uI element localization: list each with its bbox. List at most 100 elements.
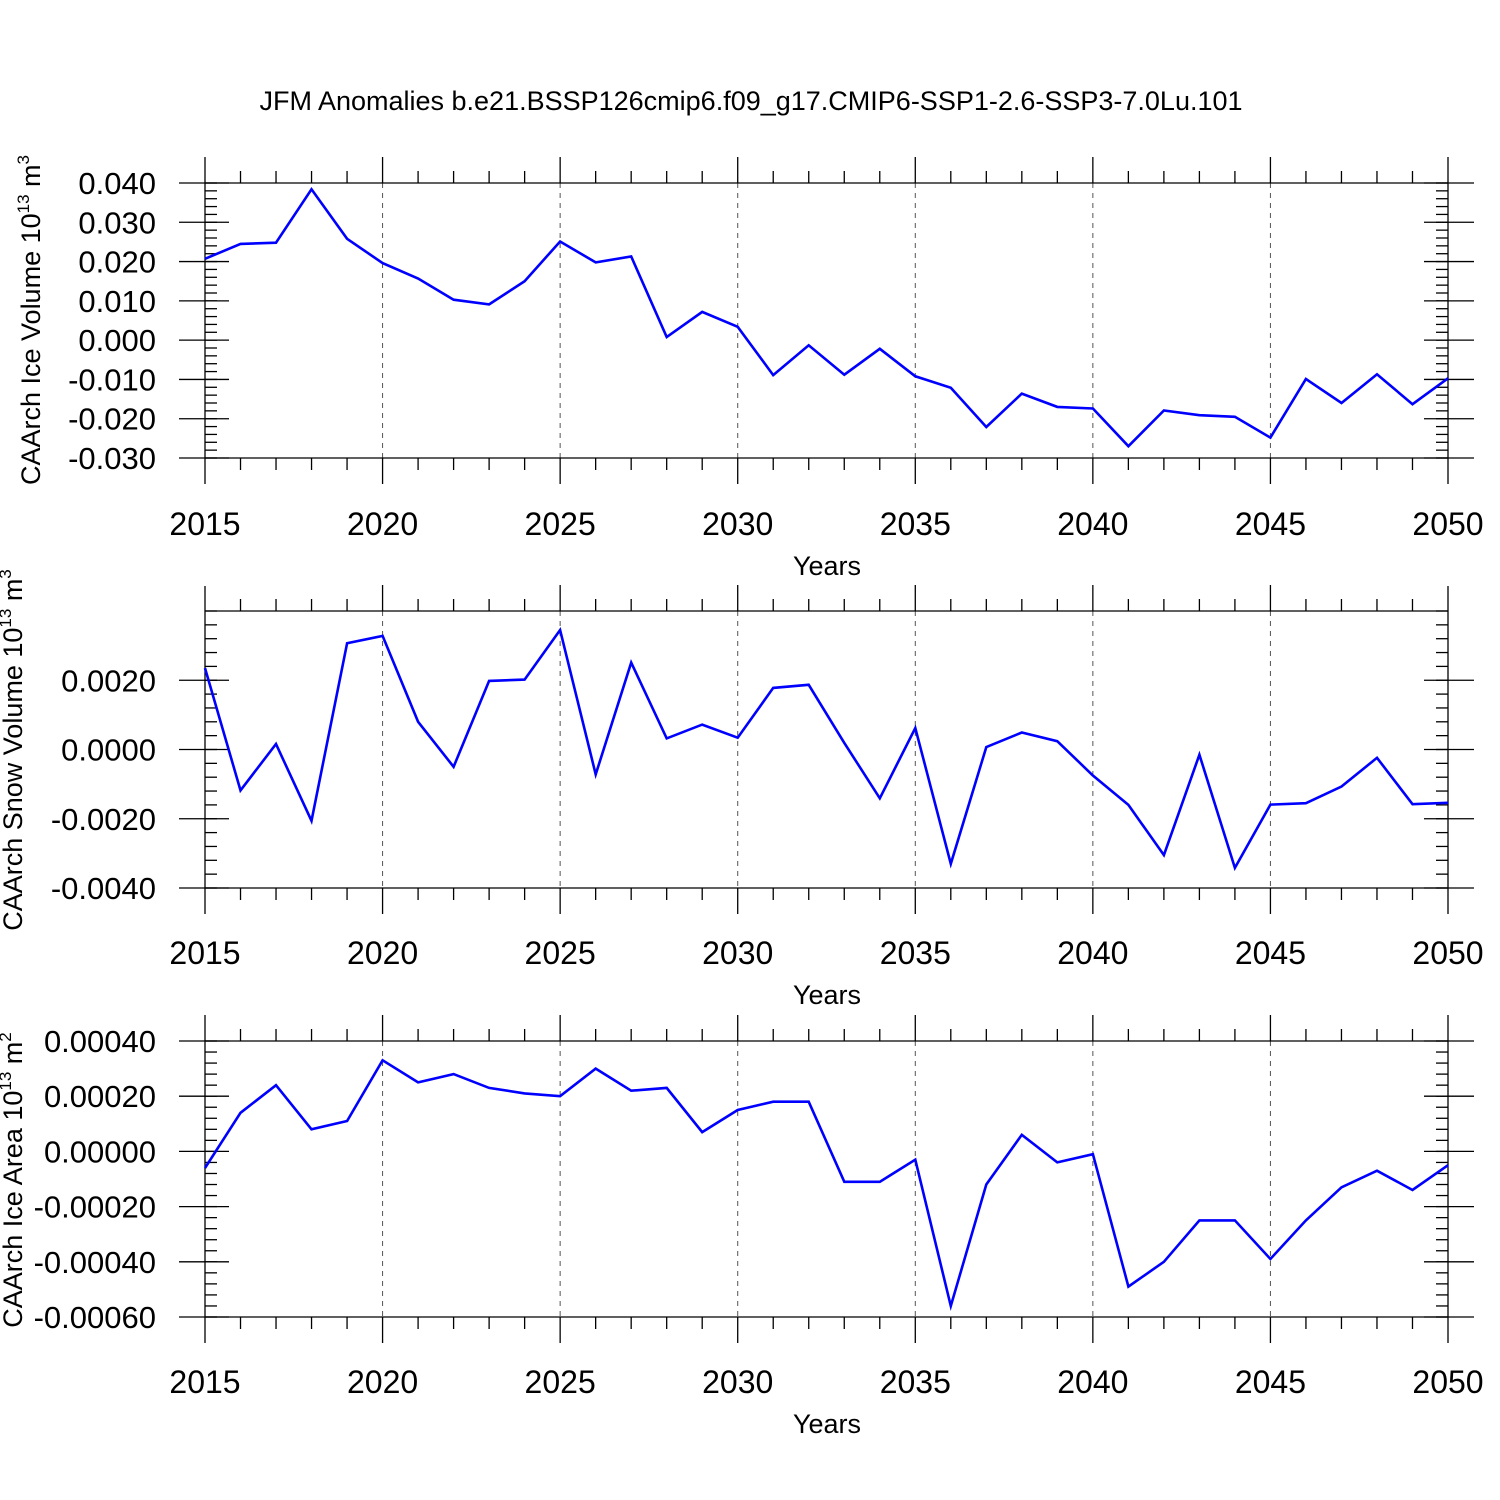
data-point <box>701 311 703 313</box>
data-point <box>417 1081 419 1083</box>
data-point <box>239 1112 241 1114</box>
data-point <box>1447 802 1449 804</box>
x-tick-label: 2035 <box>880 506 951 542</box>
data-point <box>1305 378 1307 380</box>
data-point <box>346 238 348 240</box>
data-point <box>879 797 881 799</box>
data-point <box>950 1305 952 1307</box>
data-point <box>1092 1153 1094 1155</box>
data-point <box>879 348 881 350</box>
y-axis-label: CAArch Ice Area 1013 m2 <box>0 1032 28 1328</box>
data-point <box>1021 392 1023 394</box>
data-point <box>275 1084 277 1086</box>
y-tick-label: -0.00040 <box>34 1245 156 1280</box>
x-tick-label: 2035 <box>880 1364 951 1400</box>
data-point <box>1340 785 1342 787</box>
data-point <box>1234 867 1236 869</box>
data-point <box>1056 1161 1058 1163</box>
data-point <box>665 737 667 739</box>
data-point <box>559 1095 561 1097</box>
data-point <box>1163 1261 1165 1263</box>
data-point <box>737 1109 739 1111</box>
data-point <box>1269 1258 1271 1260</box>
data-point <box>1056 740 1058 742</box>
data-point <box>950 386 952 388</box>
data-point <box>772 1101 774 1103</box>
data-point <box>204 667 206 669</box>
data-point <box>239 243 241 245</box>
data-point <box>808 1101 810 1103</box>
data-point <box>1447 1164 1449 1166</box>
data-point <box>630 661 632 663</box>
y-tick-label: -0.010 <box>68 362 156 397</box>
data-point <box>1127 1285 1129 1287</box>
data-point <box>204 1167 206 1169</box>
data-point <box>275 242 277 244</box>
data-point <box>488 303 490 305</box>
data-point <box>310 820 312 822</box>
data-point <box>1021 731 1023 733</box>
data-point <box>1376 1170 1378 1172</box>
data-point <box>985 426 987 428</box>
data-point <box>1340 402 1342 404</box>
x-tick-label: 2020 <box>347 1364 418 1400</box>
data-point <box>346 1120 348 1122</box>
data-point <box>310 1128 312 1130</box>
series-line <box>204 187 1449 449</box>
x-tick-label: 2050 <box>1412 935 1483 971</box>
x-tick-label: 2030 <box>702 935 773 971</box>
data-point <box>452 766 454 768</box>
data-point <box>1376 757 1378 759</box>
x-tick-label: 2020 <box>347 506 418 542</box>
data-point <box>523 1092 525 1094</box>
panels: 0.040 0.030 0.020 0.010 0.000 -0.010 -0.020 -0.… <box>0 155 1484 1439</box>
data-point <box>808 684 810 686</box>
data-point <box>665 336 667 338</box>
y-tick-label: 0.00020 <box>44 1079 156 1114</box>
data-point <box>1092 774 1094 776</box>
x-tick-label: 2030 <box>702 506 773 542</box>
y-tick-label: 0.000 <box>78 323 156 358</box>
data-point <box>381 635 383 637</box>
data-point <box>594 1067 596 1069</box>
data-point <box>1198 1219 1200 1221</box>
data-point <box>523 280 525 282</box>
x-tick-label: 2050 <box>1412 506 1483 542</box>
data-point <box>1056 406 1058 408</box>
data-point <box>1198 414 1200 416</box>
data-point <box>985 746 987 748</box>
y-tick-label: 0.010 <box>78 284 156 319</box>
y-tick-label: 0.0000 <box>61 733 156 768</box>
y-tick-label: 0.00000 <box>44 1134 156 1169</box>
data-point <box>346 642 348 644</box>
series-line <box>203 1058 1449 1312</box>
y-tick-label: 0.030 <box>78 205 156 240</box>
x-tick-label: 2015 <box>169 935 240 971</box>
data-point <box>594 773 596 775</box>
x-tick-label: 2025 <box>525 935 596 971</box>
x-tick-label: 2050 <box>1412 1364 1483 1400</box>
data-point <box>843 374 845 376</box>
data-point <box>772 687 774 689</box>
data-point <box>1127 804 1129 806</box>
series-line <box>203 626 1449 872</box>
data-point <box>985 1183 987 1185</box>
data-point <box>630 1089 632 1091</box>
data-point <box>594 261 596 263</box>
data-point <box>1447 377 1449 379</box>
data-point <box>1234 1219 1236 1221</box>
data-point <box>381 1059 383 1061</box>
data-point <box>1127 445 1129 447</box>
x-axis-label: Years <box>793 1409 861 1439</box>
y-tick-label: -0.0040 <box>51 871 156 906</box>
x-axis-label: Years <box>793 980 861 1010</box>
x-tick-label: 2040 <box>1057 1364 1128 1400</box>
data-point <box>488 680 490 682</box>
x-tick-label: 2030 <box>702 1364 773 1400</box>
y-axis-label: CAArch Snow Volume 1013 m3 <box>0 569 28 931</box>
data-point <box>808 344 810 346</box>
panel-1: 0.040 0.030 0.020 0.010 0.000 -0.010 -0.020 -0.… <box>14 155 1484 581</box>
data-point <box>559 240 561 242</box>
x-tick-label: 2025 <box>525 506 596 542</box>
